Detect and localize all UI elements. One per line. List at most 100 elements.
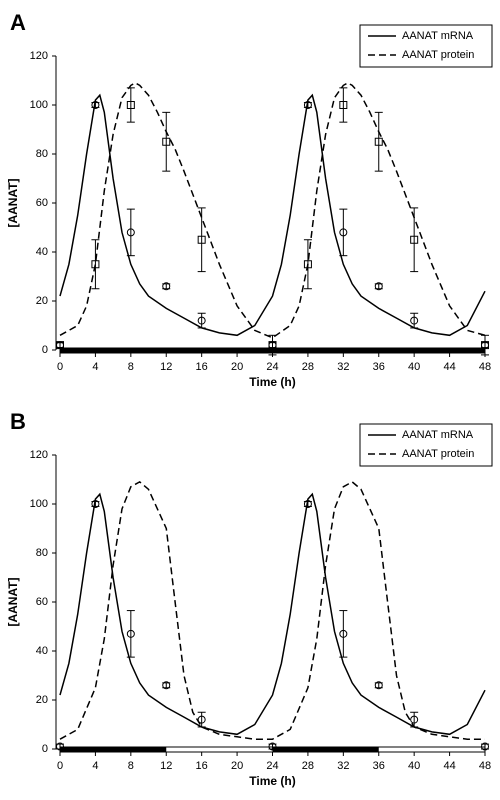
- dark-bar: [272, 747, 379, 752]
- data-point: [197, 316, 206, 325]
- data-point: [56, 341, 64, 350]
- x-tick-label: 44: [443, 361, 455, 373]
- x-tick-label: 48: [479, 760, 491, 772]
- data-point: [197, 715, 206, 724]
- y-tick-label: 40: [36, 645, 48, 657]
- y-tick-label: 0: [42, 344, 48, 356]
- x-tick-label: 28: [302, 760, 314, 772]
- data-point: [481, 742, 489, 751]
- error-bar: [481, 334, 489, 356]
- series-line: [59, 492, 486, 736]
- x-tick-label: 20: [231, 760, 243, 772]
- data-point: [410, 235, 419, 244]
- y-axis-label: [AANAT]: [6, 577, 20, 626]
- error-bar: [197, 207, 206, 273]
- error-bar: [197, 312, 206, 329]
- data-point: [339, 228, 348, 237]
- series-line: [59, 82, 486, 339]
- error-bar: [339, 208, 348, 257]
- data-point: [197, 235, 206, 244]
- x-tick-label: 36: [373, 760, 385, 772]
- error-bar: [339, 87, 348, 123]
- x-tick-label: 0: [57, 361, 63, 373]
- y-tick-label: 80: [36, 148, 48, 160]
- data-point: [339, 629, 348, 638]
- y-tick-label: 80: [36, 547, 48, 559]
- legend-label: AANAT protein: [402, 448, 474, 460]
- series-line: [59, 480, 485, 740]
- legend-label: AANAT protein: [402, 49, 474, 61]
- error-bar: [126, 610, 135, 658]
- y-tick-label: 120: [30, 50, 48, 62]
- legend-label: AANAT mRNA: [402, 429, 474, 441]
- data-point: [374, 681, 383, 690]
- x-tick-label: 24: [266, 361, 278, 373]
- y-tick-label: 60: [36, 596, 48, 608]
- data-point: [303, 500, 312, 508]
- panel-label: B: [10, 409, 26, 434]
- data-point: [126, 228, 135, 237]
- data-point: [410, 316, 419, 325]
- error-bar: [162, 111, 171, 172]
- series-line: [59, 93, 486, 337]
- y-tick-label: 60: [36, 197, 48, 209]
- x-tick-label: 36: [373, 361, 385, 373]
- x-tick-label: 8: [128, 760, 134, 772]
- error-bar: [56, 342, 64, 349]
- x-tick-label: 4: [92, 760, 98, 772]
- error-bar: [268, 334, 277, 356]
- data-point: [126, 101, 135, 109]
- error-bar: [126, 87, 135, 123]
- y-tick-label: 20: [36, 295, 48, 307]
- error-bar: [126, 208, 135, 257]
- data-point: [410, 715, 419, 724]
- y-tick-label: 20: [36, 694, 48, 706]
- legend-box: [359, 423, 493, 467]
- error-bar: [303, 239, 312, 290]
- x-tick-label: 20: [231, 361, 243, 373]
- data-point: [91, 101, 100, 109]
- legend-label: AANAT mRNA: [402, 30, 474, 42]
- error-bar: [410, 711, 419, 728]
- x-axis-label: Time (h): [249, 774, 295, 788]
- y-tick-label: 120: [30, 449, 48, 461]
- x-tick-label: 12: [160, 361, 172, 373]
- y-tick-label: 40: [36, 246, 48, 258]
- x-tick-label: 16: [196, 760, 208, 772]
- data-point: [126, 629, 135, 638]
- x-tick-label: 40: [408, 361, 420, 373]
- data-point: [56, 742, 64, 751]
- data-point: [162, 681, 171, 690]
- data-point: [91, 260, 100, 269]
- x-tick-label: 16: [196, 361, 208, 373]
- x-tick-label: 24: [266, 760, 278, 772]
- data-point: [162, 137, 171, 146]
- data-point: [268, 341, 277, 350]
- x-tick-label: 12: [160, 760, 172, 772]
- x-tick-label: 32: [337, 361, 349, 373]
- x-axis-label: Time (h): [249, 375, 295, 389]
- x-tick-label: 8: [128, 361, 134, 373]
- error-bar: [410, 312, 419, 329]
- x-tick-label: 28: [302, 361, 314, 373]
- data-point: [303, 101, 312, 109]
- data-point: [374, 137, 383, 146]
- data-point: [303, 260, 312, 269]
- error-bar: [197, 711, 206, 728]
- data-point: [91, 500, 100, 508]
- error-bar: [374, 111, 383, 172]
- data-point: [162, 282, 171, 291]
- x-tick-label: 0: [57, 760, 63, 772]
- error-bar: [91, 239, 100, 290]
- y-tick-label: 100: [30, 99, 48, 111]
- data-point: [268, 742, 277, 751]
- error-bar: [410, 207, 419, 273]
- y-tick-label: 0: [42, 743, 48, 755]
- y-tick-label: 100: [30, 498, 48, 510]
- panel-label: A: [10, 10, 26, 35]
- data-point: [339, 101, 348, 109]
- legend-box: [359, 24, 493, 68]
- x-tick-label: 48: [479, 361, 491, 373]
- x-tick-label: 32: [337, 760, 349, 772]
